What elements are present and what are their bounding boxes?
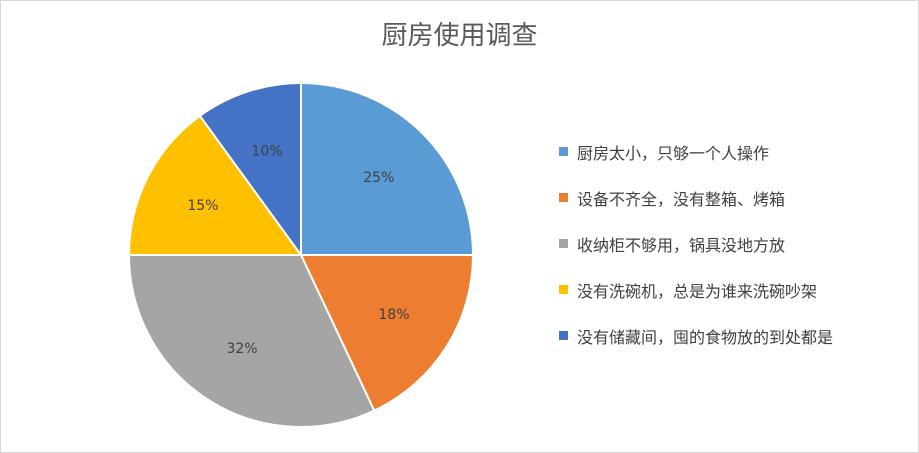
slice-data-label: 18%	[378, 307, 409, 323]
pie-slice	[198, 81, 302, 259]
legend-item: 厨房太小，只够一个人操作	[559, 140, 914, 163]
slice-data-label: 32%	[226, 341, 257, 357]
pie-slice	[300, 81, 475, 256]
legend-label: 没有储藏间，囤的食物放的到处都是	[577, 327, 834, 347]
legend-item: 没有洗碗机，总是为谁来洗碗吵架	[559, 278, 914, 301]
legend-swatch	[559, 331, 568, 340]
legend-label: 没有洗碗机，总是为谁来洗碗吵架	[577, 281, 818, 301]
pie-slice	[299, 254, 475, 412]
legend-swatch	[559, 239, 568, 248]
legend-label: 收纳柜不够用，锅具没地方放	[577, 235, 786, 255]
legend-label: 设备不齐全，没有整箱、烤箱	[577, 189, 786, 209]
chart-title: 厨房使用调查	[381, 21, 538, 51]
pie-slice	[127, 114, 303, 256]
legend-item: 设备不齐全，没有整箱、烤箱	[559, 186, 914, 209]
legend: 厨房太小，只够一个人操作 设备不齐全，没有整箱、烤箱 收纳柜不够用，锅具没地方放没有…	[559, 140, 914, 370]
legend-swatch	[559, 285, 568, 294]
pie-slice	[127, 254, 376, 428]
legend-label: 厨房太小，只够一个人操作	[577, 143, 770, 163]
legend-item: 收纳柜不够用，锅具没地方放	[559, 232, 914, 255]
slice-data-label: 10%	[251, 143, 282, 159]
slice-data-label: 25%	[363, 170, 394, 186]
legend-swatch	[559, 147, 568, 156]
legend-item: 没有储藏间，囤的食物放的到处都是	[559, 324, 914, 347]
slice-data-label: 15%	[187, 198, 218, 214]
legend-swatch	[559, 193, 568, 202]
